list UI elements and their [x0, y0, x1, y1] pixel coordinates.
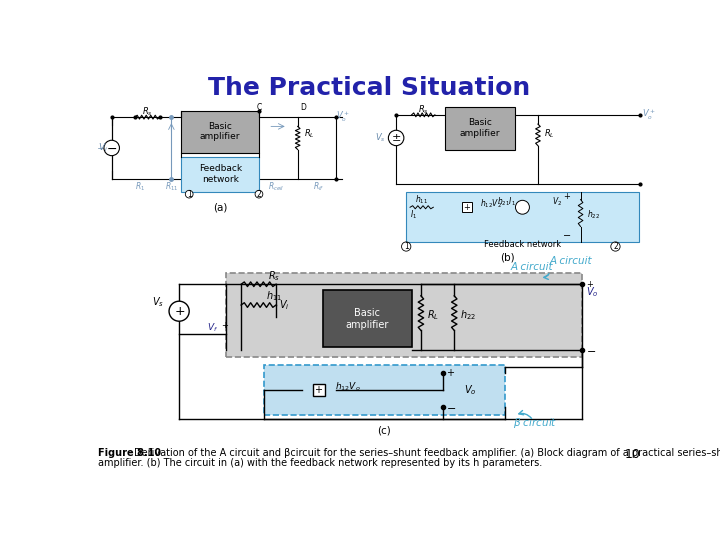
Text: $h_{22}$: $h_{22}$	[461, 308, 477, 322]
FancyArrowPatch shape	[544, 274, 549, 279]
Text: $V_o^+$: $V_o^+$	[642, 108, 656, 122]
Text: D: D	[300, 103, 306, 112]
Text: $\beta$ circuit: $\beta$ circuit	[513, 416, 558, 430]
Circle shape	[516, 200, 529, 214]
FancyArrowPatch shape	[519, 410, 531, 418]
Text: $h_{11}$: $h_{11}$	[415, 193, 428, 206]
Text: $R_s$: $R_s$	[268, 269, 280, 284]
Bar	[181, 157, 259, 192]
Text: $+$: $+$	[446, 367, 456, 379]
Text: $V_f$: $V_f$	[207, 322, 218, 334]
Text: $+$: $+$	[562, 191, 571, 201]
Circle shape	[388, 130, 404, 146]
Text: $-$: $-$	[446, 402, 456, 413]
Text: $R_1$: $R_1$	[135, 180, 145, 193]
Text: Basic
amplifier: Basic amplifier	[345, 308, 388, 330]
Text: $+$: $+$	[586, 279, 594, 289]
Circle shape	[169, 301, 189, 321]
Text: $V_i$: $V_i$	[98, 141, 108, 154]
Text: The Practical Situation: The Practical Situation	[208, 76, 530, 100]
Text: $+$: $+$	[314, 384, 323, 395]
Circle shape	[185, 190, 193, 198]
Text: 1: 1	[186, 190, 192, 199]
Text: $-$: $-$	[562, 229, 571, 239]
Text: $h_{22}$: $h_{22}$	[587, 208, 600, 221]
Text: amplifier. (b) The circuit in (a) with the feedback network represented by its h: amplifier. (b) The circuit in (a) with t…	[98, 458, 542, 468]
Text: Feedback
network: Feedback network	[199, 165, 242, 184]
Bar	[406, 192, 639, 242]
Text: $R_L$: $R_L$	[304, 128, 315, 140]
Text: $+$: $+$	[463, 202, 471, 212]
Text: $R_s$: $R_s$	[418, 103, 428, 116]
Text: C: C	[256, 103, 261, 112]
Text: (b): (b)	[500, 252, 514, 262]
Text: Figure 8.10: Figure 8.10	[98, 448, 161, 458]
Text: Feedback network: Feedback network	[484, 240, 561, 249]
Text: $+$: $+$	[221, 320, 229, 330]
Text: 2: 2	[613, 242, 618, 251]
Text: $h_{11}$: $h_{11}$	[266, 289, 282, 303]
Text: $h_{12}V_o$: $h_{12}V_o$	[335, 380, 361, 393]
Text: $R_{11}$: $R_{11}$	[165, 180, 178, 193]
Circle shape	[402, 242, 411, 251]
Bar	[264, 365, 505, 415]
Text: A circuit: A circuit	[510, 262, 553, 272]
Text: $V_s$: $V_s$	[152, 295, 163, 309]
Text: Basic
amplifier: Basic amplifier	[200, 122, 240, 141]
Circle shape	[104, 140, 120, 156]
Text: $R_{if}$: $R_{if}$	[313, 180, 324, 193]
Text: $R_{ceil}$: $R_{ceil}$	[268, 180, 284, 193]
Text: A circuit: A circuit	[549, 256, 592, 266]
Text: 2: 2	[256, 190, 261, 199]
Text: $I_1$: $I_1$	[410, 208, 417, 221]
Bar	[445, 107, 515, 150]
Text: $V_o^+$: $V_o^+$	[336, 110, 351, 124]
Text: $+$: $+$	[174, 305, 185, 318]
Text: $R_L$: $R_L$	[544, 128, 555, 140]
Text: $V_o$: $V_o$	[464, 383, 476, 397]
Text: $V_o$: $V_o$	[586, 285, 598, 299]
Text: 1: 1	[404, 242, 408, 251]
Text: $V_i$: $V_i$	[279, 298, 289, 312]
Text: Basic
amplifier: Basic amplifier	[459, 118, 500, 138]
Text: $-$: $-$	[106, 141, 117, 154]
Bar	[225, 273, 582, 357]
Text: 10: 10	[624, 448, 640, 461]
Circle shape	[611, 242, 620, 251]
Text: $V_2$: $V_2$	[552, 195, 562, 208]
Text: $R_s$: $R_s$	[142, 105, 153, 118]
Circle shape	[255, 190, 263, 198]
Text: $V_s$: $V_s$	[374, 132, 385, 144]
Text: Derivation of the A circuit and βcircuit for the series–shunt feedback amplifier: Derivation of the A circuit and βcircuit…	[134, 448, 720, 458]
Text: $-$: $-$	[586, 345, 596, 355]
Bar	[181, 111, 259, 153]
Bar	[323, 289, 412, 347]
Text: $h_{12}V_2$: $h_{12}V_2$	[480, 197, 502, 210]
Text: $R_L$: $R_L$	[427, 308, 439, 322]
Text: $h_{21}I_1$: $h_{21}I_1$	[498, 195, 516, 208]
Text: (c): (c)	[377, 426, 392, 436]
Text: (a): (a)	[213, 202, 228, 212]
Text: $\pm$: $\pm$	[391, 132, 401, 144]
